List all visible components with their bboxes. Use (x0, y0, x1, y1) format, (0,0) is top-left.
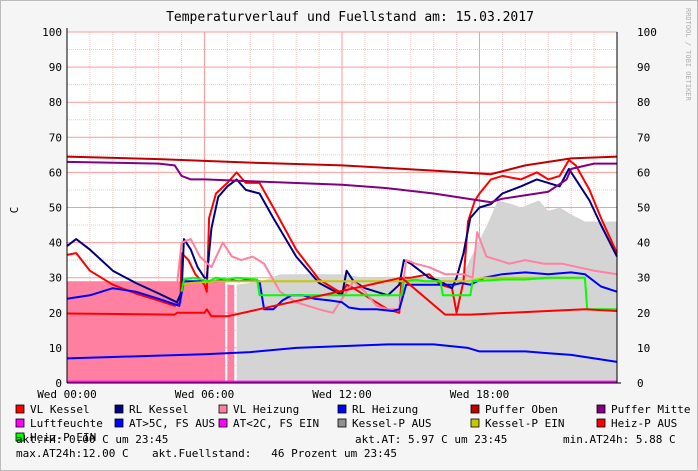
legend-swatch (596, 404, 606, 414)
stat-akt-at: akt.AT: 5.97 C um 23:45 (355, 433, 507, 446)
axes (66, 28, 621, 384)
legend-item-rl-kessel: RL Kessel (114, 403, 189, 416)
legend-swatch (218, 404, 228, 414)
x-tick-label: Wed 18:00 (450, 388, 510, 401)
legend-label: RL Heizung (352, 403, 418, 416)
legend-item-heiz-p-aus: Heiz-P AUS (596, 417, 677, 430)
y-tick-label-right: 90 (637, 61, 650, 74)
y-tick-label: 10 (49, 342, 62, 355)
series-line-kessel-p-ein (181, 276, 585, 286)
y-tick-label: 80 (49, 96, 62, 109)
series-line-vl-heizung (176, 231, 618, 314)
legend-label: Puffer Mitte (611, 403, 690, 416)
y-tick-label: 90 (49, 61, 62, 74)
legend-swatch (337, 418, 347, 428)
series-line-puffer-oben (66, 155, 618, 176)
legend-swatch (114, 418, 124, 428)
area-series (67, 200, 617, 383)
x-tick-label: Wed 06:00 (175, 388, 235, 401)
y-axis-label: C (8, 207, 21, 214)
stat-max-at: max.AT24h:12.00 C (16, 447, 129, 460)
y-tick-label-right: 60 (637, 166, 650, 179)
series-line-heiz-p-ein (180, 276, 617, 311)
series-line-heiz-p-aus (66, 276, 618, 318)
legend-swatch (15, 418, 25, 428)
stat-akt-rh: akt.rH: 0.00 C um 23:45 (16, 433, 168, 446)
y-tick-label-right: 40 (637, 237, 650, 250)
y-tick-label-right: 0 (637, 377, 644, 390)
legend-item-kessel-p-ein: Kessel-P EIN (470, 417, 564, 430)
y-tick-label-right: 10 (637, 342, 650, 355)
x-tick-label: Wed 12:00 (312, 388, 372, 401)
y-tick-label-right: 100 (637, 26, 657, 39)
y-tick-label-right: 80 (637, 96, 650, 109)
area-kessel-p-aus (236, 200, 617, 383)
y-tick-label-right: 50 (637, 202, 650, 215)
rrdtool-watermark: RRDTOOL / TOBI OETIKER (684, 8, 692, 102)
legend-label: AT<2C, FS EIN (233, 417, 319, 430)
legend-swatch (337, 404, 347, 414)
y-tick-label-right: 30 (637, 272, 650, 285)
legend-item-vl-heizung: VL Heizung (218, 403, 299, 416)
area-band-luftfeuchte (227, 284, 235, 383)
legend: VL Kessel RL Kessel VL Heizung RL Heizung Pu… (15, 403, 690, 444)
series-line-rl-heizung (66, 271, 618, 312)
legend-item-kessel-p-aus: Kessel-P AUS (337, 417, 431, 430)
legend-swatch (114, 404, 124, 414)
legend-swatch (15, 432, 25, 442)
y-tick-label: 70 (49, 131, 62, 144)
legend-item-at-2c-fs-ein: AT<2C, FS EIN (218, 417, 319, 430)
x-tick-labels: Wed 00:00 Wed 06:00 Wed 12:00 Wed 18:00 (37, 388, 509, 401)
legend-label: Heiz-P AUS (611, 417, 677, 430)
y-tick-label: 30 (49, 272, 62, 285)
legend-label: VL Heizung (233, 403, 299, 416)
stat-fuellstand: akt.Fuellstand: 46 Prozent um 23:45 (152, 447, 397, 460)
legend-item-at-5c-fs-aus: AT>5C, FS AUS (114, 417, 215, 430)
legend-swatch (470, 404, 480, 414)
y-tick-label: 0 (55, 377, 62, 390)
line-series (66, 155, 618, 383)
x-tick-label: Wed 00:00 (37, 388, 97, 401)
legend-label: Kessel-P AUS (352, 417, 431, 430)
legend-label: Puffer Oben (485, 403, 558, 416)
legend-swatch (218, 418, 228, 428)
y-tick-label: 40 (49, 237, 62, 250)
y-tick-label-right: 70 (637, 131, 650, 144)
series-line-rl-kessel (66, 167, 618, 304)
y-tick-label: 20 (49, 307, 62, 320)
legend-item-puffer-mitte: Puffer Mitte (596, 403, 690, 416)
legend-swatch (470, 418, 480, 428)
legend-swatch (596, 418, 606, 428)
area-band-luftfeuchte (67, 281, 216, 383)
area-band-luftfeuchte (215, 277, 226, 383)
legend-item-vl-kessel: VL Kessel (15, 403, 90, 416)
y-tick-labels-left: 0 10 20 30 40 50 60 70 80 90 100 (42, 26, 62, 390)
legend-label: Luftfeuchte (30, 417, 103, 430)
legend-item-heiz-p-ein: Heiz-P EIN (15, 431, 96, 444)
chart-title: Temperaturverlauf und Fuellstand am: 15.… (166, 10, 534, 25)
y-tick-labels-right: 0 10 20 30 40 50 60 70 80 90 100 (637, 26, 657, 390)
legend-item-rl-heizung: RL Heizung (337, 403, 418, 416)
legend-label: AT>5C, FS AUS (129, 417, 215, 430)
y-tick-label: 60 (49, 166, 62, 179)
legend-item-luftfeuchte: Luftfeuchte (15, 417, 103, 430)
legend-label: Heiz-P EIN (30, 431, 96, 444)
y-tick-label: 100 (42, 26, 62, 39)
legend-label: RL Kessel (129, 403, 189, 416)
y-tick-label: 50 (49, 202, 62, 215)
legend-swatch (15, 404, 25, 414)
series-line-puffer-mitte (66, 160, 617, 204)
stat-min-at: min.AT24h: 5.88 C (563, 433, 676, 446)
y-tick-label-right: 20 (637, 307, 650, 320)
legend-item-puffer-oben: Puffer Oben (470, 403, 558, 416)
series-line-at-5c-fs-aus (66, 343, 618, 363)
legend-label: Kessel-P EIN (485, 417, 564, 430)
legend-label: VL Kessel (30, 403, 90, 416)
